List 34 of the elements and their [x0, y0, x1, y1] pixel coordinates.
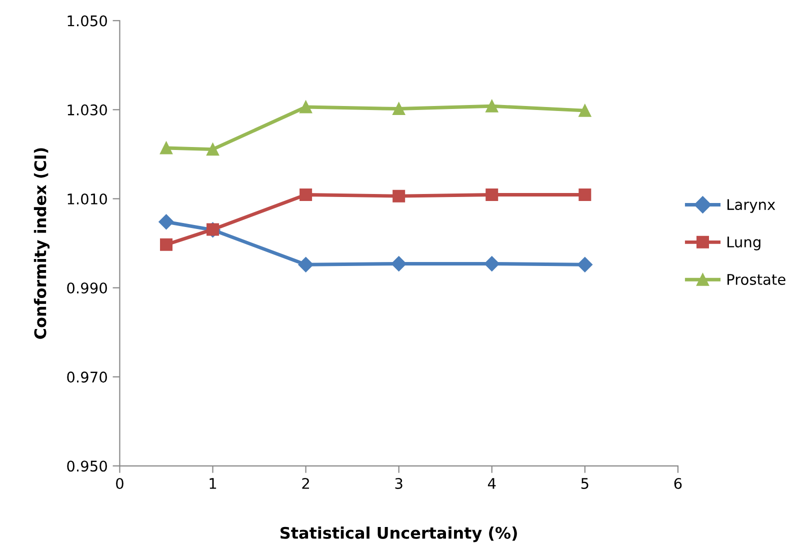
- point: [578, 188, 592, 201]
- point: [578, 104, 592, 117]
- x-tick-label: 6: [674, 478, 682, 489]
- legend-label: Prostate: [728, 274, 786, 285]
- point: [484, 256, 500, 272]
- y-tick-label: 1.050: [68, 15, 107, 26]
- point: [577, 257, 592, 272]
- x-tick-label: 5: [581, 478, 588, 489]
- legend-label: Lung: [728, 236, 760, 250]
- point: [300, 188, 312, 201]
- x-tick-label: 1: [210, 478, 216, 489]
- y-axis-title: Conformity index (CI): [34, 148, 50, 339]
- y-tick-label: 0.990: [67, 282, 107, 294]
- legend-label: Larynx: [728, 199, 776, 213]
- x-tick-label: 2: [302, 478, 309, 489]
- point: [392, 190, 406, 202]
- point: [392, 102, 406, 116]
- x-tick-label: 3: [395, 478, 402, 489]
- x-tick-label: 4: [488, 478, 496, 489]
- y-tick-label: 0.950: [67, 460, 107, 472]
- point: [486, 100, 498, 112]
- point: [158, 214, 174, 230]
- point: [486, 188, 498, 201]
- point: [300, 100, 312, 114]
- y-tick-label: 1.010: [68, 193, 107, 204]
- x-axis-title: Statistical Uncertainty (%): [280, 526, 517, 542]
- point: [391, 256, 406, 272]
- point: [298, 257, 314, 272]
- point: [206, 143, 220, 156]
- y-tick-label: 1.030: [68, 104, 107, 116]
- x-tick-label: 0: [116, 478, 124, 489]
- point: [160, 238, 172, 251]
- point: [160, 142, 172, 154]
- y-tick-label: 0.970: [67, 372, 107, 383]
